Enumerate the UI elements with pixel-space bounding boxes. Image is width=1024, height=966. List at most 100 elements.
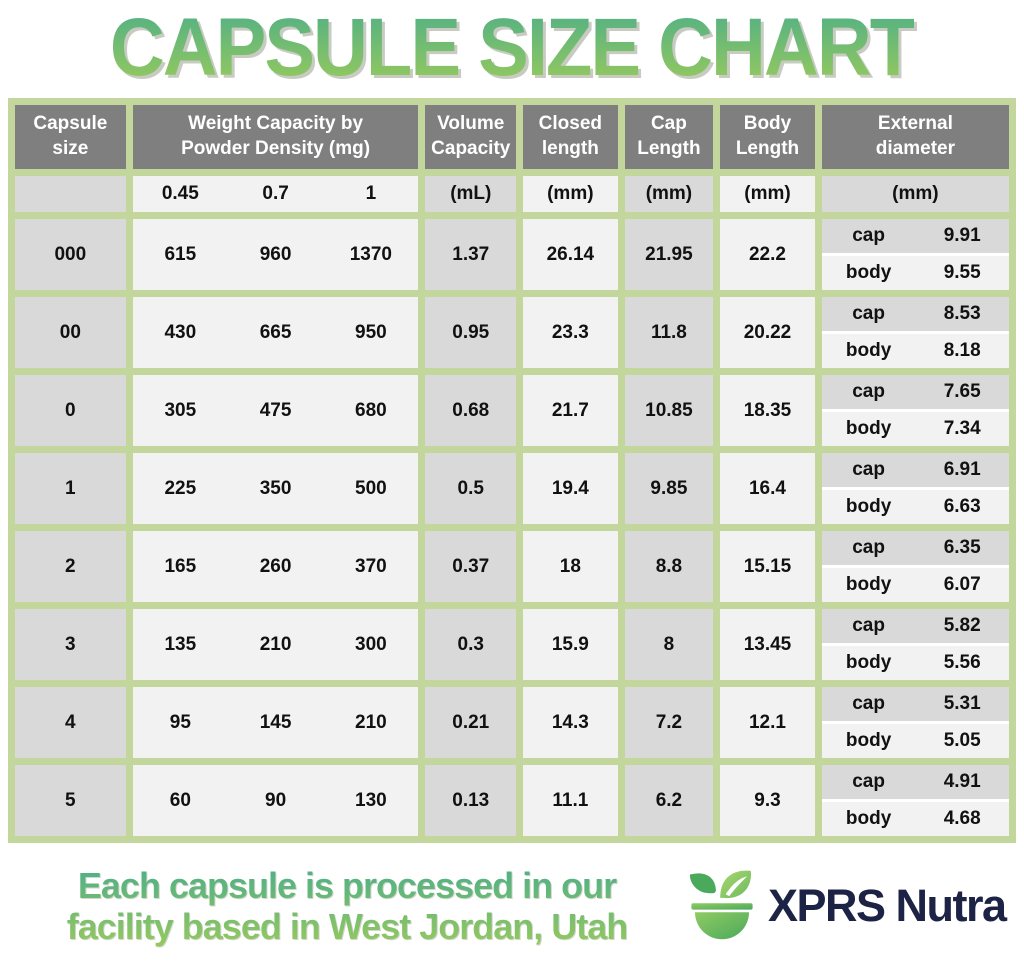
body-length-value: 12.1	[720, 687, 815, 758]
unit-closed-length: (mm)	[523, 176, 618, 212]
external-diameter-values: cap 6.35 body 6.07	[821, 531, 1009, 602]
external-body-value: 6.63	[943, 496, 981, 517]
col-header-cap-length: Cap Length	[624, 105, 714, 169]
weight-at-0.7: 145	[259, 711, 292, 733]
external-cap-label: cap	[852, 381, 885, 402]
external-body-label: body	[845, 418, 892, 439]
col-header-body-length: Body Length	[720, 105, 815, 169]
closed-length-value: 15.9	[523, 609, 618, 680]
weight-capacity-values: 225 350 500	[132, 453, 419, 524]
external-body-value: 6.07	[943, 574, 981, 595]
weight-at-1: 210	[355, 711, 387, 733]
capsule-size-value: 00	[15, 297, 126, 368]
closed-length-value: 11.1	[523, 765, 618, 836]
weight-at-0.7: 475	[259, 399, 292, 421]
weight-at-1: 300	[355, 633, 387, 655]
external-cap-label: cap	[852, 771, 885, 792]
cap-length-value: 8	[624, 609, 714, 680]
table-body: Capsule size Weight Capacity by Powder D…	[15, 105, 1009, 836]
weight-at-1: 680	[355, 399, 387, 421]
col-header-weight-capacity: Weight Capacity by Powder Density (mg)	[132, 105, 419, 169]
footer-tagline: Each capsule is processed in our facilit…	[14, 865, 680, 948]
cap-length-value: 8.8	[624, 531, 714, 602]
external-body-label: body	[845, 262, 892, 283]
closed-length-value: 14.3	[523, 687, 618, 758]
weight-at-0.45: 615	[164, 243, 197, 265]
unit-cap-length: (mm)	[624, 176, 714, 212]
page-title: CAPSULE SIZE CHART	[109, 1, 916, 94]
external-cap-value: 5.31	[943, 693, 981, 714]
footer-line2: facility based in West Jordan, Utah	[66, 906, 628, 948]
unit-weight-densities: 0.45 0.7 1	[132, 176, 419, 212]
weight-at-0.45: 225	[164, 477, 197, 499]
density-1: 1	[365, 183, 377, 204]
external-cap-value: 5.82	[943, 615, 981, 636]
closed-length-value: 18	[523, 531, 618, 602]
closed-length-value: 23.3	[523, 297, 618, 368]
external-cap-label: cap	[852, 303, 885, 324]
closed-length-value: 26.14	[523, 219, 618, 290]
volume-capacity-value: 0.95	[425, 297, 517, 368]
footer-line1: Each capsule is processed in our	[77, 865, 617, 906]
cap-length-value: 21.95	[624, 219, 714, 290]
weight-at-1: 1370	[349, 243, 392, 265]
closed-length-value: 19.4	[523, 453, 618, 524]
weight-at-0.45: 95	[169, 711, 191, 733]
weight-capacity-values: 305 475 680	[132, 375, 419, 446]
col-header-external-diameter: External diameter	[821, 105, 1009, 169]
body-length-value: 15.15	[720, 531, 815, 602]
external-body-value: 4.68	[943, 808, 981, 829]
external-cap-value: 6.35	[943, 537, 981, 558]
weight-at-0.45: 430	[164, 321, 197, 343]
body-length-value: 13.45	[720, 609, 815, 680]
footer: Each capsule is processed in our facilit…	[0, 865, 1024, 948]
table-units-row: 0.45 0.7 1 (mL) (mm) (mm) (mm) (mm)	[15, 176, 1009, 212]
capsule-size-value: 000	[15, 219, 126, 290]
volume-capacity-value: 0.13	[425, 765, 517, 836]
table-row-size-2: 2 165 260 370 0.37 18 8.8 15.15 cap 6.35 body 6.07	[15, 531, 1009, 602]
external-body-label: body	[845, 652, 892, 673]
external-body-label: body	[845, 730, 892, 751]
brand-block: XPRS Nutra	[686, 867, 1007, 945]
external-cap-value: 8.53	[943, 303, 981, 324]
unit-external-diameter: (mm)	[821, 176, 1009, 212]
capsule-size-value: 4	[15, 687, 126, 758]
table-header-row: Capsule size Weight Capacity by Powder D…	[15, 105, 1009, 169]
volume-capacity-value: 0.37	[425, 531, 517, 602]
external-cap-value: 6.91	[943, 459, 981, 480]
weight-at-0.7: 665	[259, 321, 292, 343]
external-body-value: 9.55	[943, 262, 981, 283]
external-cap-label: cap	[852, 615, 885, 636]
capsule-size-value: 0	[15, 375, 126, 446]
unit-capsule-size	[15, 176, 126, 212]
external-diameter-values: cap 6.91 body 6.63	[821, 453, 1009, 524]
weight-at-0.7: 960	[259, 243, 292, 265]
weight-at-0.7: 350	[259, 477, 292, 499]
weight-at-0.7: 260	[259, 555, 292, 577]
table-row-size-4: 4 95 145 210 0.21 14.3 7.2 12.1 cap 5.31 body 5.05	[15, 687, 1009, 758]
external-cap-label: cap	[852, 693, 885, 714]
volume-capacity-value: 0.21	[425, 687, 517, 758]
body-length-value: 20.22	[720, 297, 815, 368]
weight-at-0.45: 135	[164, 633, 197, 655]
capsule-size-value: 5	[15, 765, 126, 836]
capsule-size-value: 3	[15, 609, 126, 680]
weight-capacity-values: 95 145 210	[132, 687, 419, 758]
external-body-value: 5.56	[943, 652, 981, 673]
external-diameter-values: cap 9.91 body 9.55	[821, 219, 1009, 290]
cap-length-value: 7.2	[624, 687, 714, 758]
external-diameter-values: cap 4.91 body 4.68	[821, 765, 1009, 836]
external-cap-label: cap	[852, 225, 885, 246]
closed-length-value: 21.7	[523, 375, 618, 446]
external-body-value: 8.18	[943, 340, 981, 361]
volume-capacity-value: 0.5	[425, 453, 517, 524]
volume-capacity-value: 0.68	[425, 375, 517, 446]
cap-length-value: 10.85	[624, 375, 714, 446]
external-body-label: body	[845, 496, 892, 517]
cap-length-value: 9.85	[624, 453, 714, 524]
weight-at-1: 950	[355, 321, 387, 343]
external-cap-value: 7.65	[943, 381, 981, 402]
external-diameter-values: cap 8.53 body 8.18	[821, 297, 1009, 368]
page-title-wrap: CAPSULE SIZE CHART	[0, 0, 1024, 96]
